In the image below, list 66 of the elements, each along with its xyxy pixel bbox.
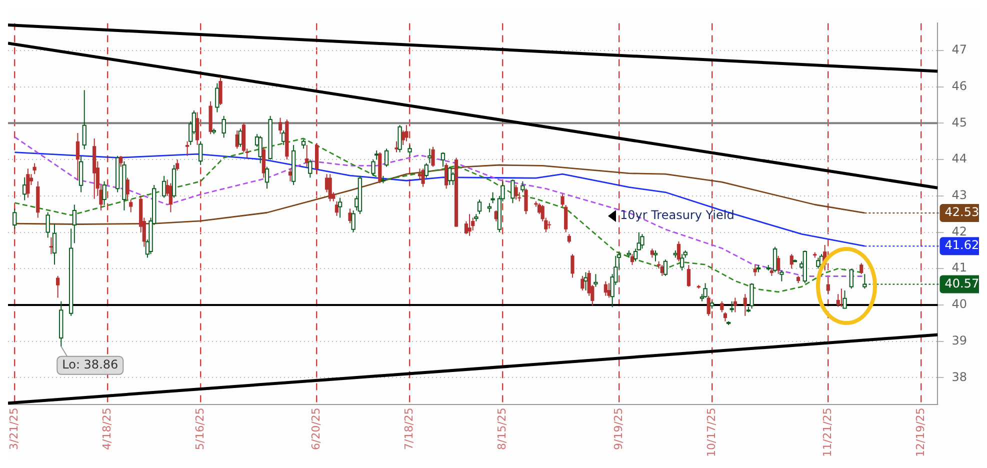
- annotation: 42.53: [944, 205, 980, 220]
- x-tick-label: 11/21/25: [821, 408, 834, 458]
- candlestick: [743, 294, 747, 316]
- x-tick-label: 7/18/25: [402, 408, 416, 450]
- candlestick: [129, 199, 133, 213]
- x-tick-label: 12/19/25: [914, 408, 927, 458]
- candlestick: [753, 264, 757, 276]
- candlestick: [723, 312, 728, 322]
- x-tick-label: 3/21/25: [8, 408, 20, 450]
- candlestick: [119, 155, 123, 168]
- candlestick: [328, 174, 332, 202]
- candlestick: [686, 264, 690, 288]
- annotation: 41.62: [944, 238, 980, 252]
- candlestick: [720, 300, 724, 313]
- x-tick-label: 6/20/25: [310, 408, 323, 450]
- x-tick-label: 5/16/25: [193, 408, 206, 450]
- y-tick-label: 44: [952, 152, 968, 166]
- candlestick: [650, 248, 654, 258]
- candlestick: [706, 295, 710, 316]
- y-tick-label: 39: [952, 333, 968, 348]
- candlestick: [421, 168, 425, 188]
- candlestick: [334, 200, 339, 216]
- candlestick: [560, 194, 564, 208]
- y-tick-label: 38: [952, 370, 968, 384]
- annotation: 40.57: [944, 276, 980, 290]
- y-tick-label: 46: [952, 78, 968, 93]
- candlestick: [186, 140, 190, 156]
- candlestick: [567, 234, 571, 244]
- candlestick: [468, 214, 472, 236]
- candlestick: [826, 280, 830, 295]
- candlestick: [404, 124, 408, 142]
- candlestick: [790, 254, 794, 270]
- x-tick-label: 9/19/25: [612, 408, 625, 450]
- y-tick-label: 42: [952, 224, 968, 238]
- candlestick: [262, 146, 266, 178]
- y-tick-label: 41: [952, 260, 968, 275]
- y-tick-label: 43: [952, 188, 968, 202]
- candlestick: [278, 117, 282, 135]
- candlestick: [514, 184, 518, 200]
- y-tick-label: 47: [952, 42, 968, 57]
- candlestick: [676, 240, 681, 262]
- candlestick: [394, 140, 398, 153]
- candlestick: [564, 204, 568, 233]
- candlestick: [570, 254, 574, 278]
- candlestick: [168, 182, 173, 213]
- candlestick: [580, 275, 584, 291]
- candlestick: [176, 159, 180, 171]
- x-tick-label: 8/15/25: [496, 408, 509, 450]
- candlestick: [860, 262, 864, 275]
- x-tick-label: 4/18/25: [100, 408, 114, 450]
- x-tick-label: 10/17/25: [704, 408, 718, 458]
- candlestick: [418, 168, 422, 180]
- y-tick-label: 45: [952, 115, 968, 130]
- candlestick: [218, 76, 222, 106]
- candlestick: [126, 177, 130, 200]
- candlestick: [776, 255, 780, 275]
- candlestick: [315, 142, 319, 175]
- candlestick: [195, 112, 200, 146]
- candlestick: [26, 168, 30, 198]
- candlestick: [431, 146, 435, 168]
- y-tick-label: 40: [952, 297, 968, 312]
- annotation: Lo: 38.86: [62, 358, 118, 372]
- candlestick: [524, 188, 528, 215]
- candlestick: [76, 132, 80, 180]
- candlestick: [32, 162, 36, 175]
- candlestick: [56, 275, 60, 298]
